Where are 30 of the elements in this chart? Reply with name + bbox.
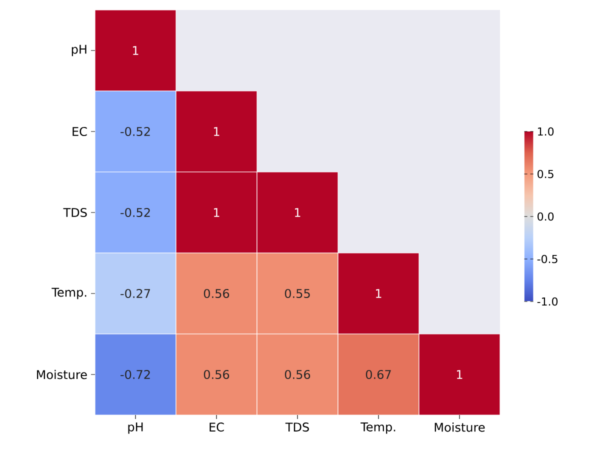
color-bar-label: 0.0: [538, 212, 554, 221]
y-tick-label: Moisture: [37, 370, 87, 380]
color-bar-label: -1.0: [537, 297, 558, 306]
color-bar-label: 0.5: [538, 170, 554, 178]
data-label: 1: [133, 46, 138, 55]
data-label: 1: [376, 289, 382, 298]
data-label: 0.56: [284, 370, 310, 380]
data-label: 0.56: [204, 370, 230, 380]
data-label: -0.72: [120, 370, 150, 380]
data-label: -0.27: [120, 288, 150, 298]
data-label: -0.52: [120, 126, 150, 136]
data-label: 1: [214, 208, 220, 217]
data-label: 0.55: [284, 288, 310, 298]
data-label: 1: [457, 370, 462, 379]
y-tick-label: pH: [72, 44, 86, 56]
data-label: 0.56: [204, 288, 230, 298]
data-label: 1: [295, 208, 300, 217]
data-label: -0.52: [120, 208, 150, 218]
x-tick-label: Temp.: [360, 422, 396, 434]
color-bar-label: -0.5: [537, 254, 558, 264]
data-label: 1: [214, 127, 220, 136]
y-tick-label: Temp.: [52, 288, 86, 300]
data-label: 0.67: [366, 370, 391, 380]
y-tick-label: EC: [72, 126, 87, 136]
x-tick-label: EC: [210, 422, 224, 432]
color-bar-label: 1.0: [538, 127, 554, 136]
x-tick-label: Moisture: [434, 422, 485, 432]
x-tick-label: pH: [128, 422, 143, 434]
x-tick-label: TDS: [285, 422, 309, 432]
y-tick-label: TDS: [63, 208, 87, 218]
